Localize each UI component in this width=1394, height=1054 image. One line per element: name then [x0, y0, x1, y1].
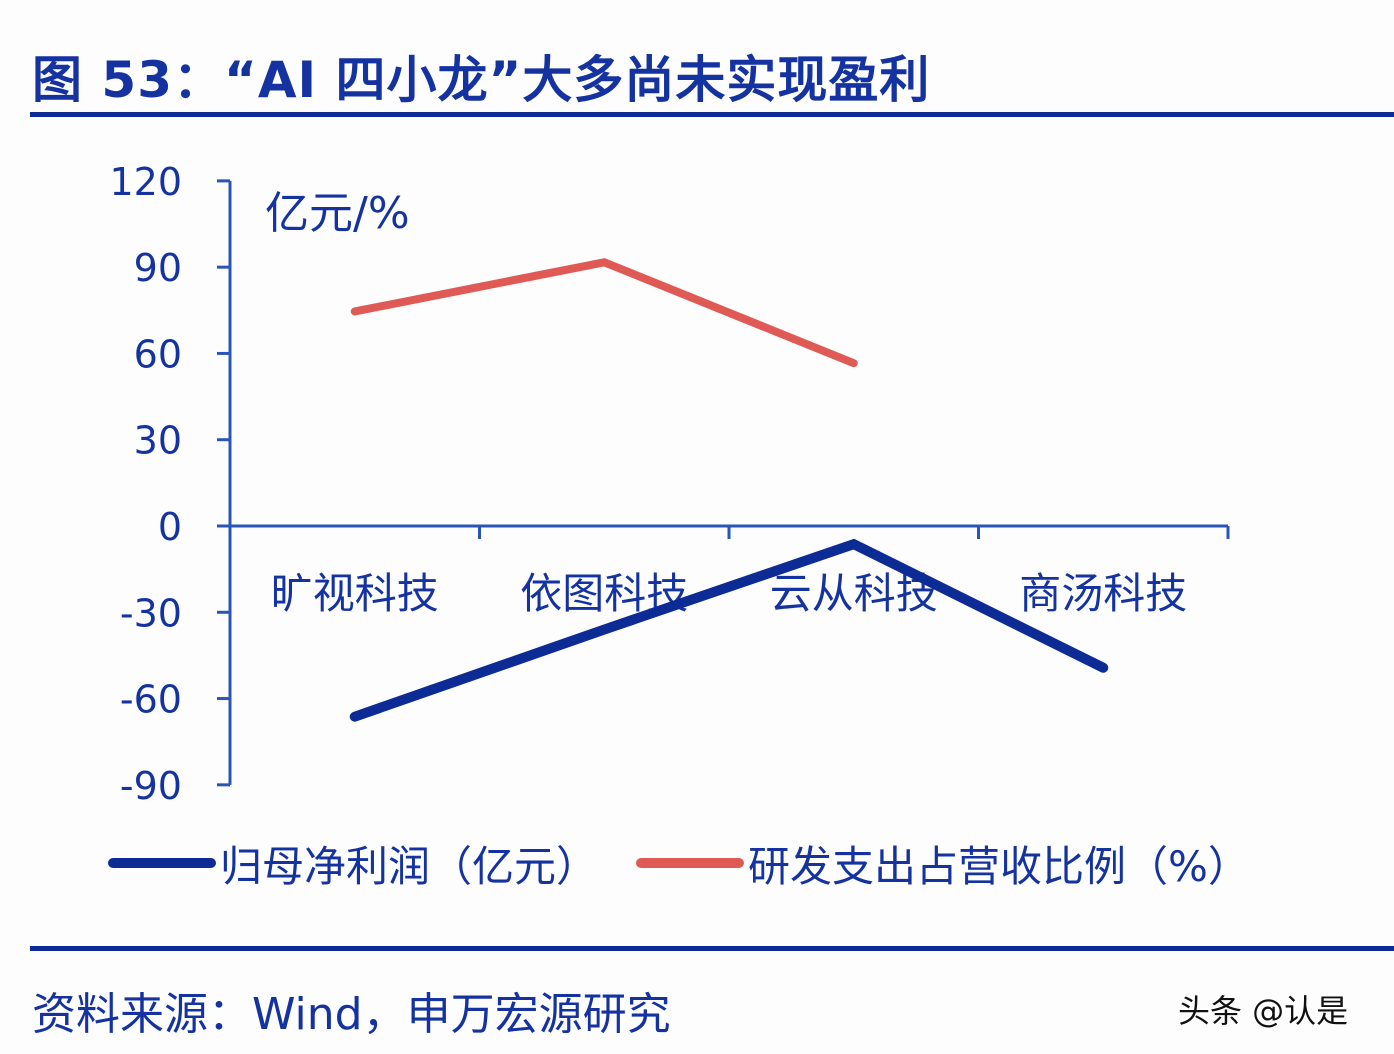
chart-series	[349, 258, 1109, 722]
legend-label: 归母净利润（亿元）	[220, 841, 599, 891]
y-tick-label: 90	[134, 246, 182, 290]
unit-label: 亿元/%	[265, 188, 410, 239]
x-category-label: 旷视科技	[271, 569, 439, 618]
figure-title: 图 53：“AI 四小龙”大多尚未实现盈利	[32, 51, 931, 109]
rd-ratio-line	[350, 258, 858, 368]
legend-item-rd-ratio: 研发支出占营收比例（%）	[636, 838, 1250, 891]
legend-label: 研发支出占营收比例（%）	[748, 841, 1250, 891]
title-rule	[30, 112, 1394, 117]
source-note: 资料来源：Wind，申万宏源研究	[32, 989, 671, 1040]
y-tick-label: -30	[120, 591, 182, 635]
y-tick-label: 60	[134, 332, 182, 376]
legend-swatch-red	[636, 858, 744, 868]
legend-swatch-blue	[108, 858, 216, 868]
x-category-label: 商汤科技	[1019, 569, 1187, 618]
y-tick-label: 30	[134, 419, 182, 463]
footer-rule	[30, 946, 1394, 951]
legend-item-net-profit: 归母净利润（亿元）	[108, 838, 598, 891]
y-tick-label: -90	[120, 764, 182, 808]
net-profit-line	[349, 538, 1109, 722]
y-tick-label: 120	[109, 160, 182, 204]
y-tick-label: -60	[120, 678, 182, 722]
y-tick-label: 0	[158, 505, 182, 549]
watermark: 头条 @认是	[1178, 992, 1349, 1030]
